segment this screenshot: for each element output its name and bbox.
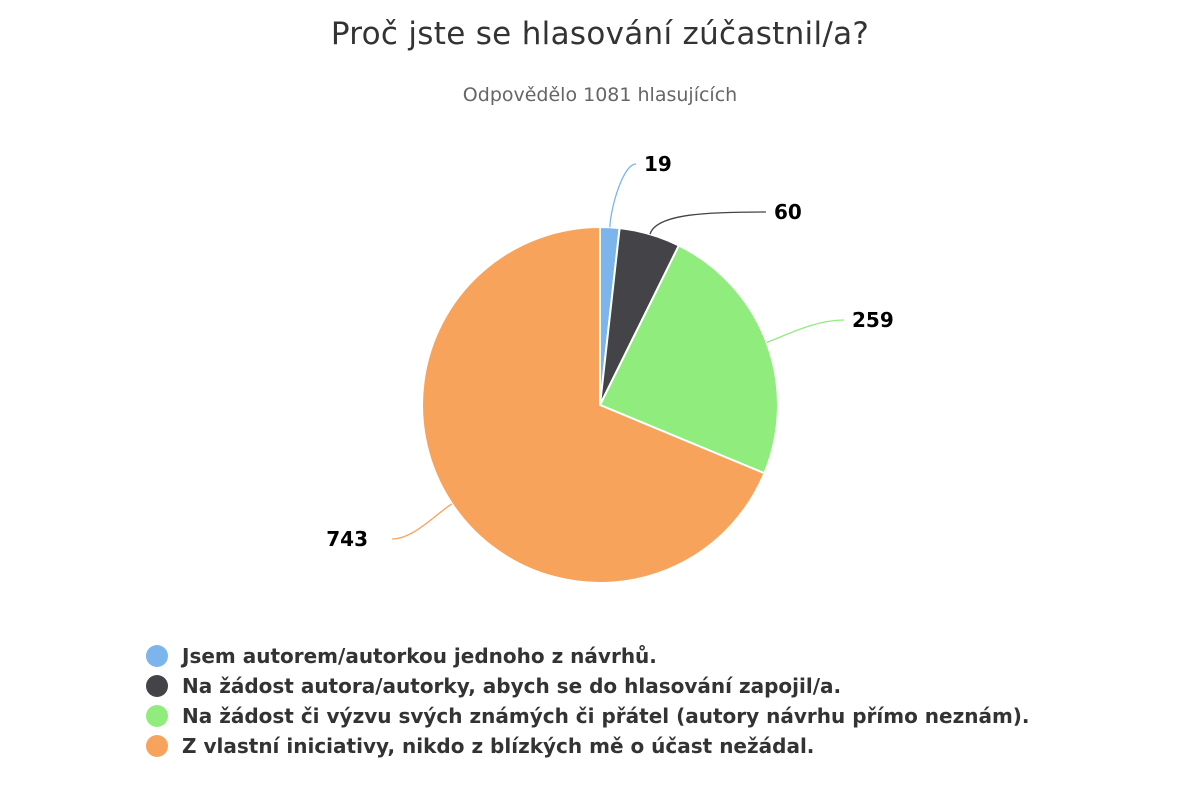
- data-label: 60: [774, 200, 802, 224]
- legend-label: Na žádost autora/autorky, abych se do hl…: [182, 674, 842, 698]
- pie-slice[interactable]: [421, 226, 766, 584]
- legend-label: Na žádost či výzvu svých známých či přát…: [182, 704, 1030, 728]
- chart-title: Proč jste se hlasování zúčastnil/a?: [330, 16, 870, 52]
- chart-subtitle: Odpovědělo 1081 hlasujících: [462, 84, 738, 106]
- data-label: 19: [644, 152, 672, 176]
- legend-label: Jsem autorem/autorkou jednoho z návrhů.: [182, 644, 657, 668]
- legend-marker: [146, 735, 168, 757]
- legend-marker: [146, 675, 168, 697]
- data-label: 259: [852, 308, 894, 332]
- legend-item-own-initiative[interactable]: Z vlastní iniciativy, nikdo z blízkých m…: [146, 731, 1030, 761]
- label-connector: [766, 319, 845, 344]
- label-connectors: [391, 163, 845, 540]
- legend-item-friends-request[interactable]: Na žádost či výzvu svých známých či přát…: [146, 701, 1030, 731]
- legend: Jsem autorem/autorkou jednoho z návrhů. …: [146, 641, 1030, 761]
- legend-label: Z vlastní iniciativy, nikdo z blízkých m…: [182, 734, 815, 758]
- label-connector: [649, 211, 767, 235]
- pie-slices: [421, 225, 779, 584]
- legend-item-author[interactable]: Jsem autorem/autorkou jednoho z návrhů.: [146, 641, 1030, 671]
- legend-marker: [146, 645, 168, 667]
- legend-marker: [146, 705, 168, 727]
- data-label: 743: [326, 527, 368, 551]
- data-labels: 19 60 259 743: [326, 152, 894, 551]
- label-connector: [391, 503, 453, 540]
- pie-slice[interactable]: [599, 244, 779, 475]
- label-connector: [609, 163, 637, 228]
- legend-item-author-request[interactable]: Na žádost autora/autorky, abych se do hl…: [146, 671, 1030, 701]
